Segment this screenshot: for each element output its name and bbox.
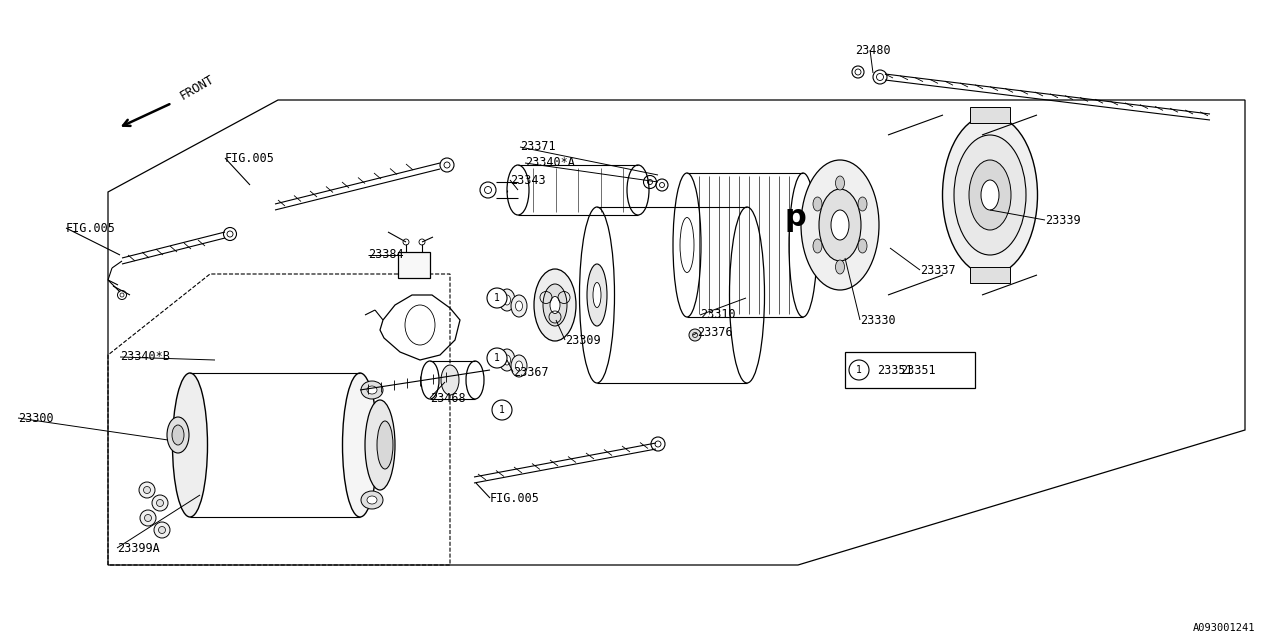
Text: 23337: 23337 (920, 264, 956, 276)
Text: 23310: 23310 (700, 308, 736, 321)
Text: FRONT: FRONT (178, 73, 218, 103)
Text: FIG.005: FIG.005 (490, 492, 540, 504)
Ellipse shape (143, 486, 151, 493)
Ellipse shape (166, 417, 189, 453)
Text: 23376: 23376 (698, 326, 732, 339)
Ellipse shape (152, 495, 168, 511)
Text: 23468: 23468 (430, 392, 466, 404)
Text: 23399A: 23399A (116, 541, 160, 554)
Ellipse shape (442, 365, 460, 395)
Ellipse shape (145, 515, 151, 522)
Circle shape (486, 288, 507, 308)
Ellipse shape (378, 421, 393, 469)
Text: 23367: 23367 (513, 365, 549, 378)
Ellipse shape (516, 301, 522, 311)
Text: 23351: 23351 (877, 364, 913, 376)
Ellipse shape (172, 425, 184, 445)
Text: 23351: 23351 (900, 364, 936, 376)
Ellipse shape (942, 115, 1038, 275)
Ellipse shape (499, 289, 515, 311)
Text: 23300: 23300 (18, 412, 54, 424)
Ellipse shape (831, 210, 849, 240)
Text: 23343: 23343 (509, 173, 545, 186)
Ellipse shape (511, 355, 527, 377)
Text: 23340*A: 23340*A (525, 157, 575, 170)
Ellipse shape (858, 197, 867, 211)
Ellipse shape (836, 260, 845, 274)
Ellipse shape (140, 482, 155, 498)
Text: 1: 1 (856, 365, 861, 375)
Ellipse shape (361, 491, 383, 509)
Ellipse shape (140, 510, 156, 526)
Circle shape (492, 400, 512, 420)
Ellipse shape (593, 282, 602, 307)
Ellipse shape (154, 522, 170, 538)
Text: A093001241: A093001241 (1193, 623, 1254, 633)
Bar (398, 252, 430, 278)
Text: 23371: 23371 (520, 141, 556, 154)
Text: 23340*B: 23340*B (120, 351, 170, 364)
Text: 23339: 23339 (1044, 214, 1080, 227)
Ellipse shape (499, 349, 515, 371)
Ellipse shape (159, 527, 165, 534)
Text: 1: 1 (494, 293, 500, 303)
Text: 23384: 23384 (369, 248, 403, 262)
Text: 23309: 23309 (564, 333, 600, 346)
Ellipse shape (173, 373, 207, 517)
Text: p: p (785, 204, 806, 232)
Ellipse shape (588, 264, 607, 326)
Ellipse shape (969, 160, 1011, 230)
Ellipse shape (511, 295, 527, 317)
Ellipse shape (819, 189, 861, 261)
Ellipse shape (503, 295, 511, 305)
Bar (970, 267, 1010, 283)
Ellipse shape (503, 355, 511, 365)
Text: FIG.005: FIG.005 (225, 152, 275, 164)
Text: 1: 1 (499, 405, 504, 415)
Ellipse shape (156, 499, 164, 506)
Ellipse shape (365, 400, 396, 490)
Ellipse shape (361, 381, 383, 399)
Ellipse shape (343, 373, 378, 517)
Bar (845, 352, 975, 388)
Ellipse shape (689, 329, 701, 341)
Ellipse shape (534, 269, 576, 341)
Ellipse shape (367, 386, 378, 394)
Text: FIG.005: FIG.005 (67, 221, 116, 234)
Text: 23480: 23480 (855, 44, 891, 56)
Ellipse shape (367, 496, 378, 504)
Circle shape (849, 360, 869, 380)
Ellipse shape (550, 296, 561, 314)
Ellipse shape (813, 239, 822, 253)
Ellipse shape (858, 239, 867, 253)
Circle shape (486, 348, 507, 368)
Ellipse shape (836, 176, 845, 190)
Ellipse shape (813, 197, 822, 211)
Ellipse shape (516, 361, 522, 371)
Ellipse shape (980, 180, 998, 210)
Ellipse shape (801, 160, 879, 290)
Bar (970, 107, 1010, 123)
Text: 23330: 23330 (860, 314, 896, 326)
Ellipse shape (954, 135, 1027, 255)
Text: 1: 1 (494, 353, 500, 363)
Ellipse shape (543, 284, 567, 326)
